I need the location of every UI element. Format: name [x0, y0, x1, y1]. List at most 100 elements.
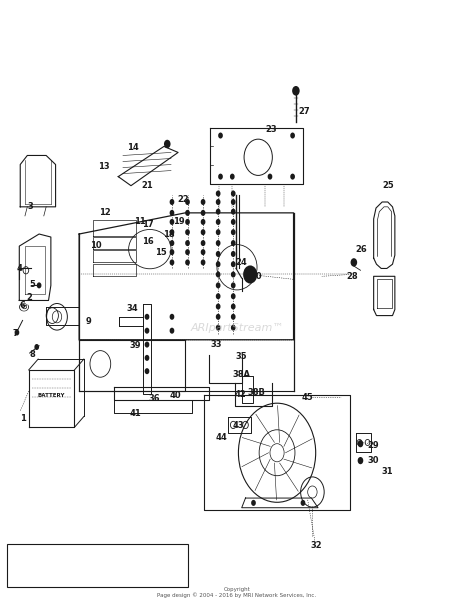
Circle shape: [216, 199, 220, 205]
Circle shape: [170, 328, 174, 334]
Circle shape: [216, 261, 220, 267]
Circle shape: [201, 219, 205, 225]
Text: 35: 35: [236, 352, 247, 361]
Text: 22: 22: [177, 195, 189, 204]
Circle shape: [301, 500, 305, 506]
Text: 30: 30: [368, 456, 379, 465]
Circle shape: [201, 249, 205, 255]
Text: 14: 14: [128, 143, 139, 152]
Circle shape: [216, 293, 220, 299]
Text: 29: 29: [368, 441, 380, 450]
Text: 36: 36: [149, 395, 160, 404]
Text: 12: 12: [99, 208, 111, 217]
Circle shape: [170, 259, 174, 265]
Text: 38B: 38B: [248, 388, 266, 398]
Circle shape: [170, 314, 174, 320]
Text: 34: 34: [127, 304, 138, 313]
Circle shape: [231, 209, 236, 215]
Circle shape: [201, 229, 205, 236]
Circle shape: [145, 368, 149, 374]
Text: 7: 7: [13, 329, 18, 338]
Circle shape: [216, 229, 220, 236]
Circle shape: [201, 210, 205, 216]
Circle shape: [290, 174, 295, 180]
Circle shape: [218, 132, 223, 138]
Circle shape: [185, 229, 190, 236]
Text: 6: 6: [19, 302, 25, 310]
Text: 41: 41: [130, 409, 142, 418]
Text: 10: 10: [90, 241, 101, 250]
Circle shape: [231, 293, 236, 299]
Text: ARIpartStream™: ARIpartStream™: [190, 323, 284, 333]
Text: 18: 18: [163, 229, 174, 239]
Text: 13: 13: [98, 163, 110, 171]
Text: 17: 17: [142, 220, 153, 229]
Circle shape: [357, 457, 363, 464]
Circle shape: [216, 304, 220, 310]
Text: 39: 39: [130, 341, 141, 350]
Text: * NOTE: The heads of these fasteners are
       located underneath the main case: * NOTE: The heads of these fasteners are…: [15, 558, 164, 571]
Text: 9: 9: [86, 317, 91, 326]
Circle shape: [216, 251, 220, 257]
Text: @: @: [19, 301, 29, 311]
Circle shape: [170, 229, 174, 236]
Circle shape: [292, 86, 300, 96]
Circle shape: [145, 342, 149, 348]
Text: 44: 44: [216, 433, 228, 442]
Circle shape: [216, 191, 220, 197]
Circle shape: [231, 261, 236, 267]
Text: 21: 21: [142, 181, 154, 190]
Circle shape: [231, 199, 236, 205]
Circle shape: [216, 219, 220, 225]
Circle shape: [170, 210, 174, 216]
Circle shape: [231, 325, 236, 331]
Circle shape: [185, 199, 190, 205]
Circle shape: [231, 314, 236, 320]
Text: 43: 43: [232, 421, 244, 430]
Text: BATTERY: BATTERY: [38, 393, 65, 398]
Circle shape: [185, 240, 190, 246]
Circle shape: [290, 132, 295, 138]
Text: 2: 2: [27, 293, 33, 302]
Circle shape: [145, 355, 149, 361]
Text: 45: 45: [302, 393, 314, 402]
Circle shape: [231, 191, 236, 197]
Text: 31: 31: [382, 467, 393, 476]
Text: Copyright
Page design © 2004 - 2016 by MRI Network Services, Inc.: Copyright Page design © 2004 - 2016 by M…: [157, 587, 317, 599]
Text: 26: 26: [355, 245, 367, 254]
Circle shape: [185, 249, 190, 255]
Text: 19: 19: [173, 217, 185, 226]
Text: 4: 4: [17, 264, 22, 273]
Circle shape: [185, 219, 190, 225]
Circle shape: [243, 265, 257, 283]
Circle shape: [164, 140, 171, 148]
Circle shape: [231, 251, 236, 257]
Circle shape: [231, 304, 236, 310]
FancyBboxPatch shape: [7, 544, 189, 588]
Text: 28: 28: [346, 272, 358, 281]
Text: 15: 15: [155, 248, 166, 257]
Circle shape: [218, 174, 223, 180]
Circle shape: [216, 271, 220, 277]
Circle shape: [231, 282, 236, 288]
Text: 5: 5: [29, 280, 35, 289]
Text: 8: 8: [29, 350, 35, 359]
Circle shape: [216, 209, 220, 215]
Circle shape: [230, 174, 235, 180]
Text: 1: 1: [19, 414, 26, 423]
Text: 40: 40: [170, 391, 182, 400]
Circle shape: [216, 282, 220, 288]
Circle shape: [231, 229, 236, 236]
Text: 32: 32: [310, 541, 322, 550]
Circle shape: [231, 240, 236, 246]
Text: 38A: 38A: [233, 370, 251, 379]
Circle shape: [36, 282, 41, 288]
Circle shape: [170, 199, 174, 205]
Circle shape: [216, 240, 220, 246]
Circle shape: [170, 240, 174, 246]
Circle shape: [201, 259, 205, 265]
Text: 11: 11: [135, 217, 146, 226]
Circle shape: [145, 314, 149, 320]
Circle shape: [185, 259, 190, 265]
Circle shape: [170, 249, 174, 255]
